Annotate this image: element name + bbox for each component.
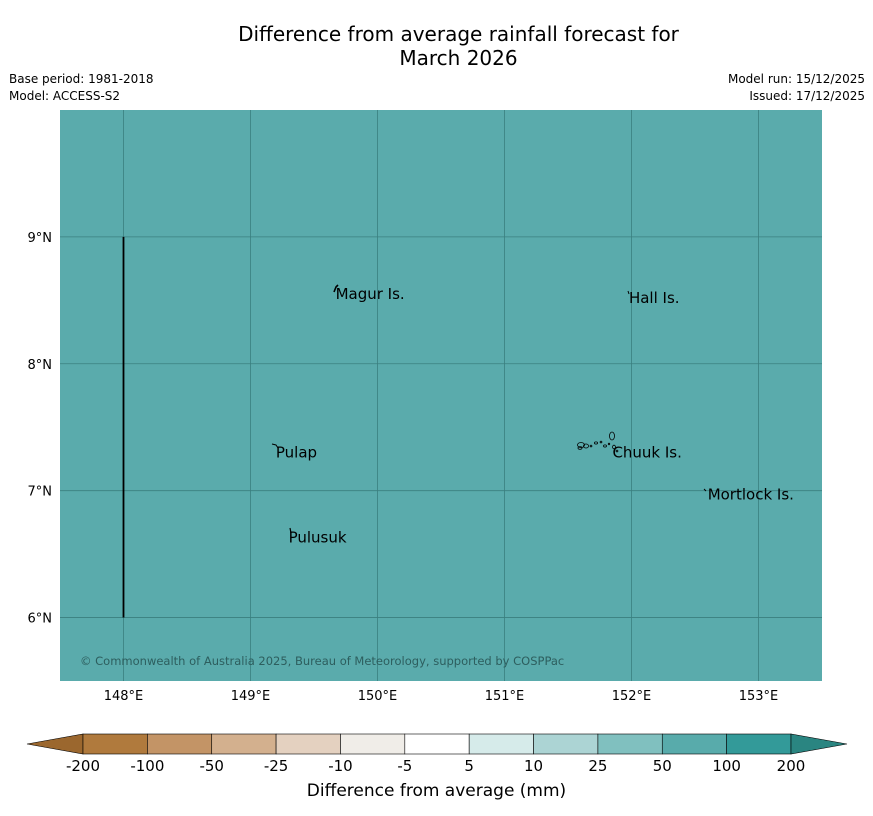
pulap-island-shape: [271, 443, 279, 449]
place-label: Pulap: [276, 444, 317, 462]
colorbar-tick-label: -100: [130, 757, 164, 775]
place-label: Hall Is.: [629, 289, 680, 307]
colorbar: -200 -100 -50 -25 -10 -5 5 10 25 50 100 200: [26, 733, 848, 775]
islands: [271, 284, 707, 534]
chart-title: Difference from average rainfall forecas…: [0, 22, 873, 70]
colorbar-tick-label: -5: [397, 757, 412, 775]
base-period: Base period: 1981-2018: [9, 72, 154, 86]
place-label: Mortlock Is.: [708, 485, 794, 503]
colorbar-tick-label: 100: [712, 757, 741, 775]
colorbar-segment: [211, 733, 277, 755]
map-area: [60, 110, 822, 681]
place-label: Magur Is.: [336, 285, 405, 303]
lon-tick-label: 149°E: [231, 689, 271, 704]
colorbar-tick-label: 50: [653, 757, 672, 775]
place-labels: Magur Is. Hall Is. Pulap Chuuk Is. Mortlock …: [276, 285, 794, 547]
colorbar-under-arrow: [26, 733, 84, 755]
colorbar-tick-label: 10: [524, 757, 543, 775]
lat-tick-label: 6°N: [28, 612, 53, 627]
colorbar-tick-label: 25: [588, 757, 607, 775]
colorbar-tick-label: -200: [66, 757, 100, 775]
colorbar-tick-label: -50: [199, 757, 224, 775]
lon-tick-label: 153°E: [739, 689, 779, 704]
mortlock-island-shape: [703, 488, 707, 492]
colorbar-tick-label: -10: [328, 757, 353, 775]
lat-tick-label: 7°N: [28, 485, 53, 500]
colorbar-label: Difference from average (mm): [306, 781, 567, 801]
colorbar-segment: [533, 733, 599, 755]
lon-tick-label: 151°E: [485, 689, 525, 704]
colorbar-segment: [82, 733, 148, 755]
colorbar-segment: [597, 733, 663, 755]
lat-tick-label: 8°N: [28, 358, 53, 373]
colorbar-segment: [340, 733, 406, 755]
colorbar-tick-label: 5: [464, 757, 474, 775]
chuuk-lagoon-shape: [577, 431, 619, 453]
model-name: Model: ACCESS-S2: [9, 89, 121, 103]
magur-island-shape: [333, 284, 339, 293]
place-label: Pulusuk: [289, 529, 347, 547]
colorbar-segment: [468, 733, 534, 755]
title-line-1: Difference from average rainfall forecas…: [238, 22, 679, 46]
title-line-2: March 2026: [399, 46, 518, 70]
place-label: Chuuk Is.: [612, 444, 681, 462]
lon-tick-label: 152°E: [612, 689, 652, 704]
axis-ticks: 148°E 149°E 150°E 151°E 152°E 153°E 9°N 8°N 7°N 6…: [28, 231, 779, 704]
lon-tick-label: 148°E: [104, 689, 144, 704]
colorbar-segment: [661, 733, 727, 755]
lon-tick-label: 150°E: [358, 689, 398, 704]
hall-island-shape: [627, 290, 630, 295]
meta-right: Model run: 15/12/2025 Issued: 17/12/2025: [728, 71, 865, 105]
colorbar-segment: [404, 733, 470, 755]
copyright-notice: © Commonwealth of Australia 2025, Bureau…: [80, 654, 564, 668]
model-run: Model run: 15/12/2025: [727, 72, 865, 86]
colorbar-segment: [275, 733, 341, 755]
colorbar-tick-label: -25: [264, 757, 289, 775]
pulusuk-island-shape: [289, 527, 292, 534]
meta-left: Base period: 1981-2018 Model: ACCESS-S2: [9, 71, 154, 105]
colorbar-tick-label: 200: [777, 757, 806, 775]
issued-date: Issued: 17/12/2025: [749, 89, 865, 103]
colorbar-segment: [147, 733, 213, 755]
lat-tick-label: 9°N: [28, 231, 53, 246]
colorbar-over-arrow: [790, 733, 848, 755]
colorbar-segment: [726, 733, 792, 755]
